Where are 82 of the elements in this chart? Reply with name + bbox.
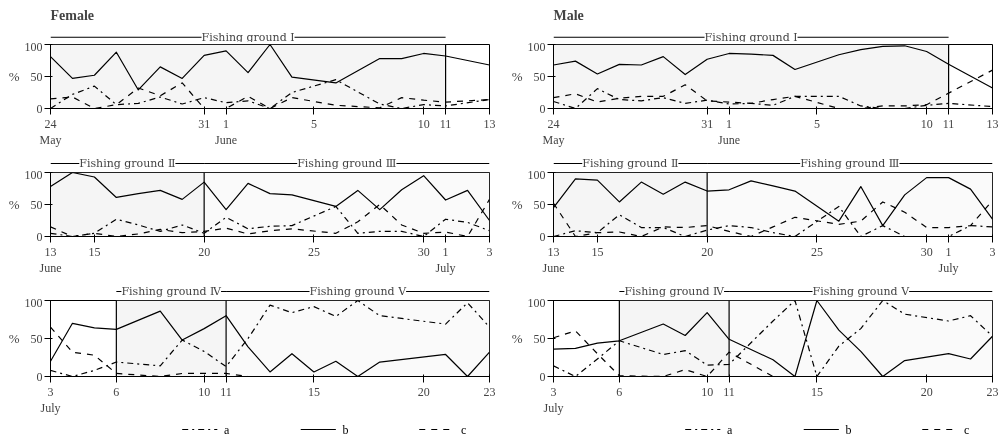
y-tick-label: 100 (527, 39, 546, 54)
x-tick-label: 11 (220, 384, 232, 399)
x-tick-label: 24 May (542, 116, 565, 148)
y-tick-label: 50 (533, 69, 546, 84)
y-axis-title: % (511, 69, 523, 84)
x-tick-label: 3 (486, 244, 493, 259)
x-tick-label: 10 (701, 384, 714, 399)
x-tick-label: 20 (198, 244, 211, 259)
band-label: Fishing ground Ⅱ (582, 157, 679, 170)
y-tick-label: 50 (30, 331, 43, 346)
chart-title: Female (50, 7, 95, 23)
y-tick-label: 50 (30, 69, 43, 84)
x-tick-label: 31 (701, 116, 714, 131)
x-tick-label: 13 June (39, 244, 62, 276)
y-axis-title: % (8, 197, 20, 212)
y-axis-title: % (8, 331, 20, 346)
x-tick-label: 10 (920, 116, 933, 131)
x-tick-label: 30 (417, 244, 430, 259)
x-tick-label: 20 (701, 244, 714, 259)
x-tick-label: 24 May (39, 116, 62, 148)
x-tick-label: 1 July (938, 244, 959, 276)
chart-title: Male (553, 7, 584, 23)
x-tick-label: 10 (417, 116, 430, 131)
y-tick-label: 0 (539, 101, 546, 116)
legend-label: a (223, 422, 230, 437)
y-axis-title: % (8, 69, 20, 84)
legend-label: b (845, 422, 852, 437)
x-tick-label: 30 (920, 244, 933, 259)
legend-label: a (726, 422, 733, 437)
x-tick-label: 15 (307, 384, 320, 399)
x-tick-label: 1 July (435, 244, 456, 276)
y-tick-label: 50 (533, 331, 546, 346)
band-label: Fishing ground Ⅱ (79, 157, 176, 170)
x-tick-label: 15 (591, 244, 604, 259)
band-label: Fishing ground Ⅲ (800, 157, 900, 170)
y-axis-title: % (511, 331, 523, 346)
legend-label: c (460, 422, 467, 437)
y-tick-label: 100 (24, 295, 43, 310)
legend-label: c (963, 422, 970, 437)
x-tick-label: 6 (616, 384, 623, 399)
x-tick-label: 5 (813, 116, 820, 131)
x-tick-label: 31 (198, 116, 211, 131)
band-label: Fishing ground Ⅳ (121, 285, 223, 298)
band-label: Fishing ground Ⅴ (812, 285, 911, 298)
y-tick-label: 0 (36, 369, 43, 384)
x-tick-label: 13 June (542, 244, 565, 276)
band-label: Fishing ground Ⅲ (297, 157, 397, 170)
band-label: Fishing ground Ⅳ (624, 285, 726, 298)
x-tick-label: 25 (307, 244, 320, 259)
x-tick-label: 23 (986, 384, 999, 399)
y-tick-label: 100 (527, 167, 546, 182)
y-tick-label: 100 (24, 167, 43, 182)
y-tick-label: 0 (36, 101, 43, 116)
x-tick-label: 23 (483, 384, 496, 399)
x-tick-label: 20 (920, 384, 933, 399)
x-tick-label: 11 (942, 116, 955, 131)
x-tick-label: 20 (417, 384, 430, 399)
x-tick-label: 6 (113, 384, 120, 399)
x-tick-label: 5 (310, 116, 317, 131)
band-label: Fishing ground Ⅴ (309, 285, 408, 298)
y-tick-label: 50 (533, 197, 546, 212)
x-tick-label: 11 (723, 384, 735, 399)
x-tick-label: 1 June (215, 116, 238, 148)
x-tick-label: 1 June (718, 116, 741, 148)
legend-label: b (342, 422, 349, 437)
y-tick-label: 0 (539, 369, 546, 384)
y-axis-title: % (511, 197, 523, 212)
y-tick-label: 100 (24, 39, 43, 54)
y-tick-label: 0 (539, 229, 546, 244)
x-tick-label: 15 (88, 244, 101, 259)
x-tick-label: 13 (986, 116, 999, 131)
x-tick-label: 25 (810, 244, 823, 259)
y-tick-label: 0 (36, 229, 43, 244)
x-tick-label: 15 (810, 384, 823, 399)
y-tick-label: 50 (30, 197, 43, 212)
x-tick-label: 3 July (543, 384, 564, 416)
x-tick-label: 11 (439, 116, 452, 131)
y-tick-label: 100 (527, 295, 546, 310)
x-tick-label: 10 (198, 384, 211, 399)
x-tick-label: 3 July (40, 384, 61, 416)
x-tick-label: 13 (483, 116, 496, 131)
x-tick-label: 3 (989, 244, 996, 259)
